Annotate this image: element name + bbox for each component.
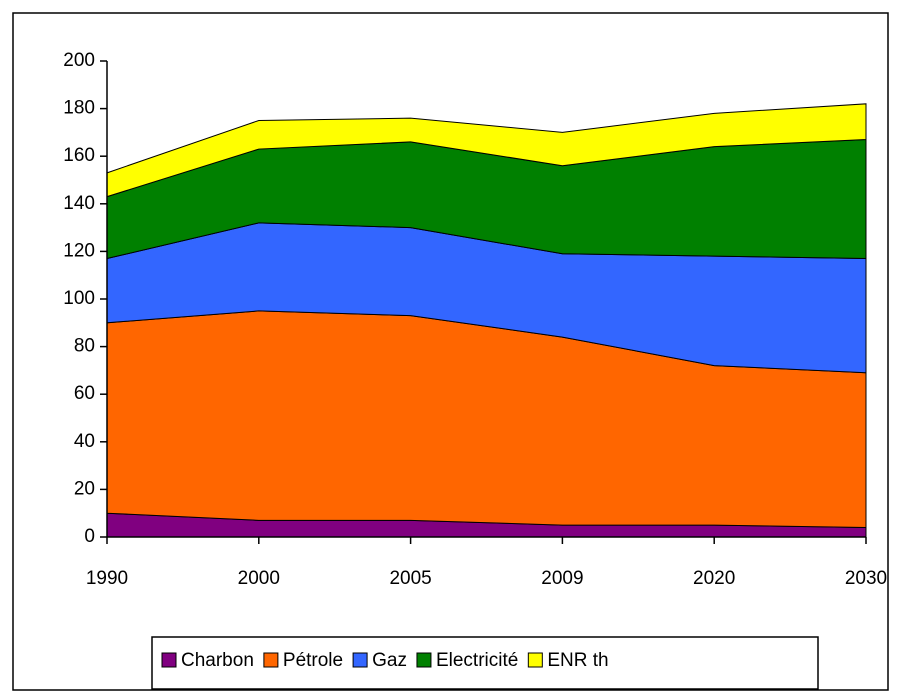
x-tick-label: 2020 [693,568,735,589]
y-tick-label: 160 [63,145,95,166]
y-tick-label: 180 [63,98,95,119]
y-tick-label: 100 [63,288,95,309]
y-tick-label: 120 [63,240,95,261]
y-tick-label: 200 [63,50,95,71]
legend-label: Electricité [436,650,518,671]
y-tick-label: 20 [74,478,95,499]
y-tick-label: 0 [84,526,95,547]
x-tick-label: 2000 [238,568,280,589]
legend-swatch [527,652,543,668]
legend-label: Charbon [181,650,254,671]
legend-swatch [352,652,368,668]
y-tick-label: 60 [74,383,95,404]
y-tick-label: 40 [74,431,95,452]
y-tick-label: 80 [74,336,95,357]
legend-label: Gaz [372,650,407,671]
legend-swatch [416,652,432,668]
x-tick-label: 2009 [541,568,583,589]
area [106,103,867,198]
legend-label: ENR th [547,650,608,671]
legend-swatch [161,652,177,668]
x-tick-label: 1990 [86,568,128,589]
x-tick-label: 2030 [845,568,887,589]
x-tick-label: 2005 [389,568,431,589]
y-tick-label: 140 [63,193,95,214]
legend [151,636,819,690]
legend-swatch [263,652,279,668]
legend-label: Pétrole [283,650,343,671]
